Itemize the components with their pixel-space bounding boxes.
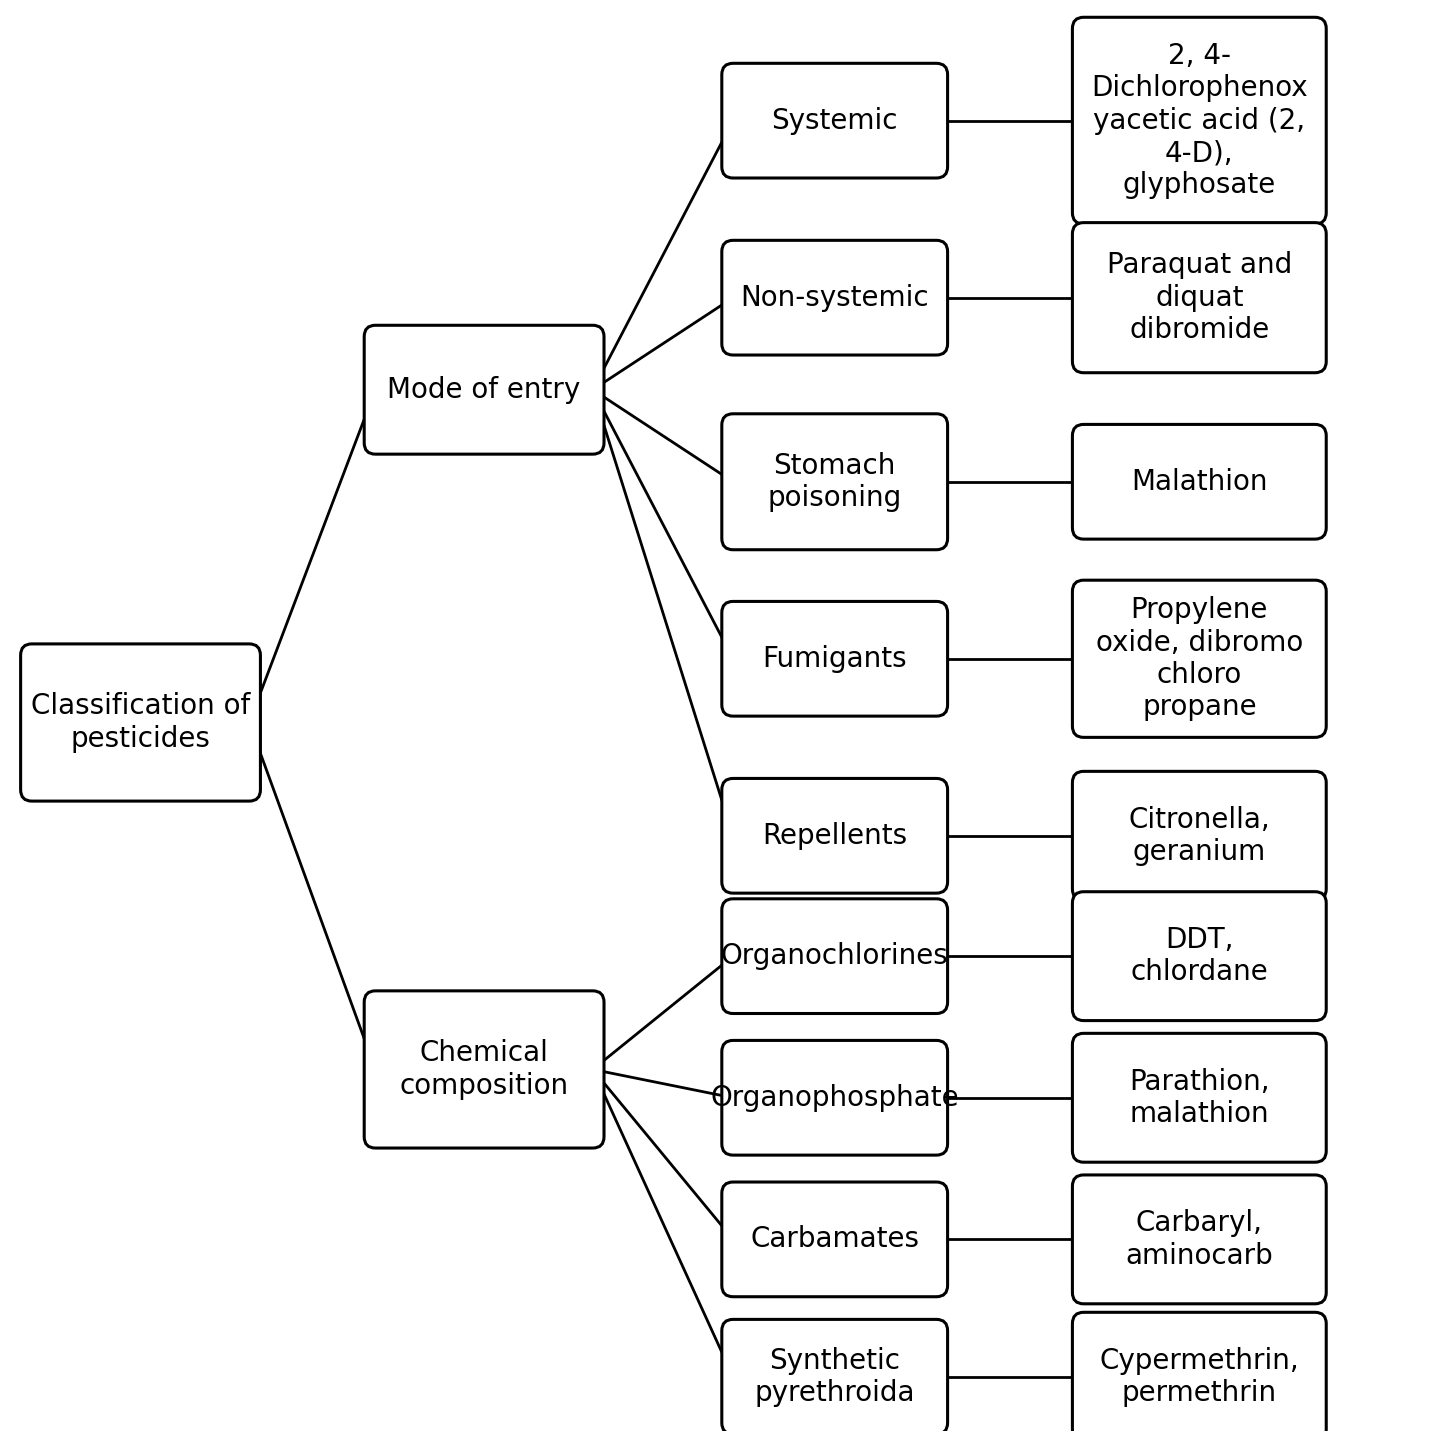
Text: Organochlorines: Organochlorines <box>721 942 949 970</box>
FancyBboxPatch shape <box>1072 892 1327 1020</box>
FancyBboxPatch shape <box>365 991 604 1147</box>
Text: Cypermethrin,
permethrin: Cypermethrin, permethrin <box>1099 1347 1299 1407</box>
Text: Non-systemic: Non-systemic <box>740 283 929 312</box>
FancyBboxPatch shape <box>20 644 260 801</box>
Text: Carbamates: Carbamates <box>750 1225 919 1253</box>
FancyBboxPatch shape <box>721 899 947 1013</box>
Text: Stomach
poisoning: Stomach poisoning <box>767 452 902 512</box>
FancyBboxPatch shape <box>1072 223 1327 373</box>
Text: 2, 4-
Dichlorophenox
yacetic acid (2,
4-D),
glyphosate: 2, 4- Dichlorophenox yacetic acid (2, 4-… <box>1090 42 1308 199</box>
Text: Repellents: Repellents <box>763 822 907 850</box>
Text: Chemical
composition: Chemical composition <box>399 1039 568 1100</box>
FancyBboxPatch shape <box>1072 425 1327 539</box>
Text: DDT,
chlordane: DDT, chlordane <box>1130 926 1268 987</box>
Text: Citronella,
geranium: Citronella, geranium <box>1129 806 1271 866</box>
FancyBboxPatch shape <box>1072 1175 1327 1303</box>
Text: Carbaryl,
aminocarb: Carbaryl, aminocarb <box>1125 1209 1274 1270</box>
FancyBboxPatch shape <box>721 1040 947 1155</box>
FancyBboxPatch shape <box>1072 772 1327 900</box>
FancyBboxPatch shape <box>721 779 947 893</box>
FancyBboxPatch shape <box>721 413 947 549</box>
FancyBboxPatch shape <box>721 1182 947 1296</box>
FancyBboxPatch shape <box>721 64 947 178</box>
Text: Propylene
oxide, dibromo
chloro
propane: Propylene oxide, dibromo chloro propane <box>1096 597 1304 721</box>
Text: Organophosphate: Organophosphate <box>710 1084 959 1111</box>
FancyBboxPatch shape <box>1072 17 1327 224</box>
FancyBboxPatch shape <box>365 325 604 454</box>
Text: Paraquat and
diquat
dibromide: Paraquat and diquat dibromide <box>1106 251 1292 344</box>
FancyBboxPatch shape <box>721 1319 947 1433</box>
Text: Parathion,
malathion: Parathion, malathion <box>1129 1068 1269 1129</box>
Text: Malathion: Malathion <box>1130 468 1268 496</box>
Text: Mode of entry: Mode of entry <box>388 376 581 403</box>
Text: Classification of
pesticides: Classification of pesticides <box>31 692 250 753</box>
Text: Fumigants: Fumigants <box>763 644 907 673</box>
FancyBboxPatch shape <box>721 240 947 355</box>
FancyBboxPatch shape <box>721 601 947 717</box>
Text: Systemic: Systemic <box>771 107 897 134</box>
FancyBboxPatch shape <box>1072 1312 1327 1441</box>
FancyBboxPatch shape <box>1072 581 1327 737</box>
Text: Synthetic
pyrethroida: Synthetic pyrethroida <box>754 1347 914 1407</box>
FancyBboxPatch shape <box>1072 1033 1327 1162</box>
